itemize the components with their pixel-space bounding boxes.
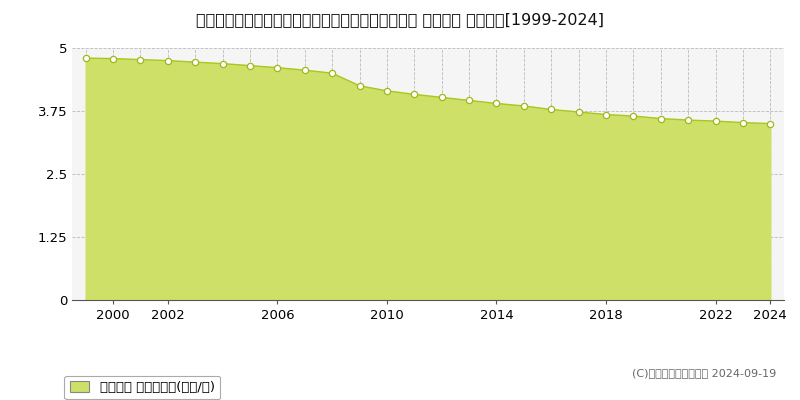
Text: 山形県最上郡最上町大字向町字町浦６４番５外５筆 基準地価 地価推移[1999-2024]: 山形県最上郡最上町大字向町字町浦６４番５外５筆 基準地価 地価推移[1999-2… <box>196 12 604 27</box>
Legend: 基準地価 平均坪単価(万円/坪): 基準地価 平均坪単価(万円/坪) <box>64 376 220 399</box>
Text: (C)土地価格ドットコム 2024-09-19: (C)土地価格ドットコム 2024-09-19 <box>632 368 776 378</box>
